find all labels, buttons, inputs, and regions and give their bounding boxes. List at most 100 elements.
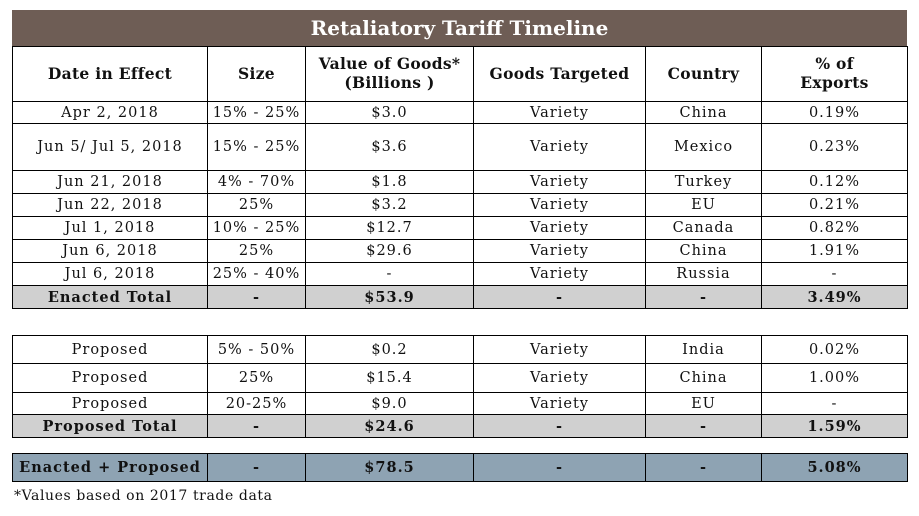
cell-pct: 1.91% — [761, 239, 908, 263]
cell-goods: Variety — [473, 392, 646, 415]
grand-total-row: Enacted + Proposed - $78.5- -5.08% — [12, 453, 908, 482]
cell-size: 5% - 50% — [207, 335, 306, 364]
cell-country: Mexico — [645, 123, 762, 171]
cell-value: $15.4 — [305, 363, 474, 393]
cell-goods: Variety — [473, 335, 646, 364]
cell-size: - — [207, 453, 306, 482]
enacted-total-row: Enacted Total - $53.9- -3.49% — [12, 285, 908, 309]
cell-date: Enacted + Proposed — [12, 453, 208, 482]
cell-goods: - — [473, 285, 646, 309]
cell-size: 25% - 40% — [207, 262, 306, 286]
cell-goods: - — [473, 414, 646, 438]
cell-country: EU — [645, 193, 762, 217]
footnote: *Values based on 2017 trade data — [14, 488, 273, 504]
cell-pct: 5.08% — [761, 453, 908, 482]
cell-size: 15% - 25% — [207, 123, 306, 171]
cell-date: Proposed — [12, 335, 208, 364]
cell-pct: - — [761, 262, 908, 286]
cell-country: EU — [645, 392, 762, 415]
cell-pct: 0.12% — [761, 170, 908, 194]
cell-value: $0.2 — [305, 335, 474, 364]
cell-pct: 1.00% — [761, 363, 908, 393]
header-date: Date in Effect — [12, 46, 208, 102]
cell-size: 10% - 25% — [207, 216, 306, 240]
cell-country: - — [645, 453, 762, 482]
cell-country: - — [645, 285, 762, 309]
cell-goods: Variety — [473, 101, 646, 124]
table-row: Proposed 20-25% $9.0 Variety EU - — [12, 392, 908, 415]
proposed-total-row: Proposed Total - $24.6- -1.59% — [12, 414, 908, 438]
cell-country: Canada — [645, 216, 762, 240]
cell-pct: 1.59% — [761, 414, 908, 438]
cell-value: $9.0 — [305, 392, 474, 415]
cell-date: Jun 5/ Jul 5, 2018 — [12, 123, 208, 171]
cell-value: $1.8 — [305, 170, 474, 194]
cell-pct: 3.49% — [761, 285, 908, 309]
cell-date: Jun 21, 2018 — [12, 170, 208, 194]
cell-value: $24.6 — [305, 414, 474, 438]
header-value-line2: (Billions ) — [344, 73, 435, 92]
cell-value: - — [305, 262, 474, 286]
cell-value: $78.5 — [305, 453, 474, 482]
cell-country: Russia — [645, 262, 762, 286]
header-row: Date in Effect Size Value of Goods* (Bill… — [12, 46, 908, 102]
header-size: Size — [207, 46, 306, 102]
cell-goods: Variety — [473, 262, 646, 286]
cell-pct: - — [761, 392, 908, 415]
cell-size: - — [207, 285, 306, 309]
cell-value: $53.9 — [305, 285, 474, 309]
cell-goods: Variety — [473, 216, 646, 240]
cell-pct: 0.23% — [761, 123, 908, 171]
cell-goods: Variety — [473, 193, 646, 217]
cell-date: Jul 1, 2018 — [12, 216, 208, 240]
cell-size: 25% — [207, 239, 306, 263]
header-value-line1: Value of Goods* — [318, 54, 461, 74]
cell-goods: Variety — [473, 239, 646, 263]
cell-date: Jul 6, 2018 — [12, 262, 208, 286]
cell-country: India — [645, 335, 762, 364]
cell-country: China — [645, 239, 762, 263]
cell-pct: 0.19% — [761, 101, 908, 124]
cell-pct: 0.02% — [761, 335, 908, 364]
table-row: Proposed 5% - 50% $0.2 Variety India 0.02% — [12, 335, 908, 364]
table-row: Jul 6, 2018 25% - 40% - Variety Russia - — [12, 262, 908, 286]
table-row: Proposed 25% $15.4 Variety China 1.00% — [12, 363, 908, 393]
cell-goods: Variety — [473, 170, 646, 194]
header-country: Country — [645, 46, 762, 102]
header-pct: % of Exports — [761, 46, 908, 102]
cell-value: $3.6 — [305, 123, 474, 171]
cell-pct: 0.21% — [761, 193, 908, 217]
cell-value: $29.6 — [305, 239, 474, 263]
cell-date: Proposed — [12, 363, 208, 393]
table-row: Apr 2, 2018 15% - 25% $3.0 Variety China 0.19… — [12, 101, 908, 124]
proposed-tariff-table: Proposed 5% - 50% $0.2 Variety India 0.02% Pro… — [12, 335, 908, 438]
cell-value: $3.0 — [305, 101, 474, 124]
cell-date: Apr 2, 2018 — [12, 101, 208, 124]
grand-total-table: Enacted + Proposed - $78.5- -5.08% — [12, 453, 908, 482]
cell-country: China — [645, 101, 762, 124]
cell-goods: - — [473, 453, 646, 482]
header-pct-line2: Exports — [800, 73, 869, 92]
cell-country: China — [645, 363, 762, 393]
cell-date: Proposed — [12, 392, 208, 415]
cell-value: $3.2 — [305, 193, 474, 217]
cell-size: - — [207, 414, 306, 438]
table-row: Jun 22, 2018 25% $3.2 Variety EU 0.21% — [12, 193, 908, 217]
cell-country: Turkey — [645, 170, 762, 194]
cell-date: Proposed Total — [12, 414, 208, 438]
header-pct-line1: % of — [815, 54, 854, 74]
cell-size: 15% - 25% — [207, 101, 306, 124]
cell-country: - — [645, 414, 762, 438]
table-row: Jul 1, 2018 10% - 25% $12.7 Variety Canada 0.… — [12, 216, 908, 240]
table-row: Jun 21, 2018 4% - 70% $1.8 Variety Turkey 0.1… — [12, 170, 908, 194]
cell-date: Jun 22, 2018 — [12, 193, 208, 217]
cell-date: Enacted Total — [12, 285, 208, 309]
cell-goods: Variety — [473, 363, 646, 393]
table-title: Retaliatory Tariff Timeline — [12, 10, 907, 46]
enacted-tariff-table: Date in Effect Size Value of Goods* (Bill… — [12, 46, 908, 309]
table-row: Jun 5/ Jul 5, 2018 15% - 25% $3.6 Variety Me… — [12, 123, 908, 171]
cell-size: 20-25% — [207, 392, 306, 415]
cell-date: Jun 6, 2018 — [12, 239, 208, 263]
header-goods: Goods Targeted — [473, 46, 646, 102]
table-row: Jun 6, 2018 25% $29.6 Variety China 1.91% — [12, 239, 908, 263]
